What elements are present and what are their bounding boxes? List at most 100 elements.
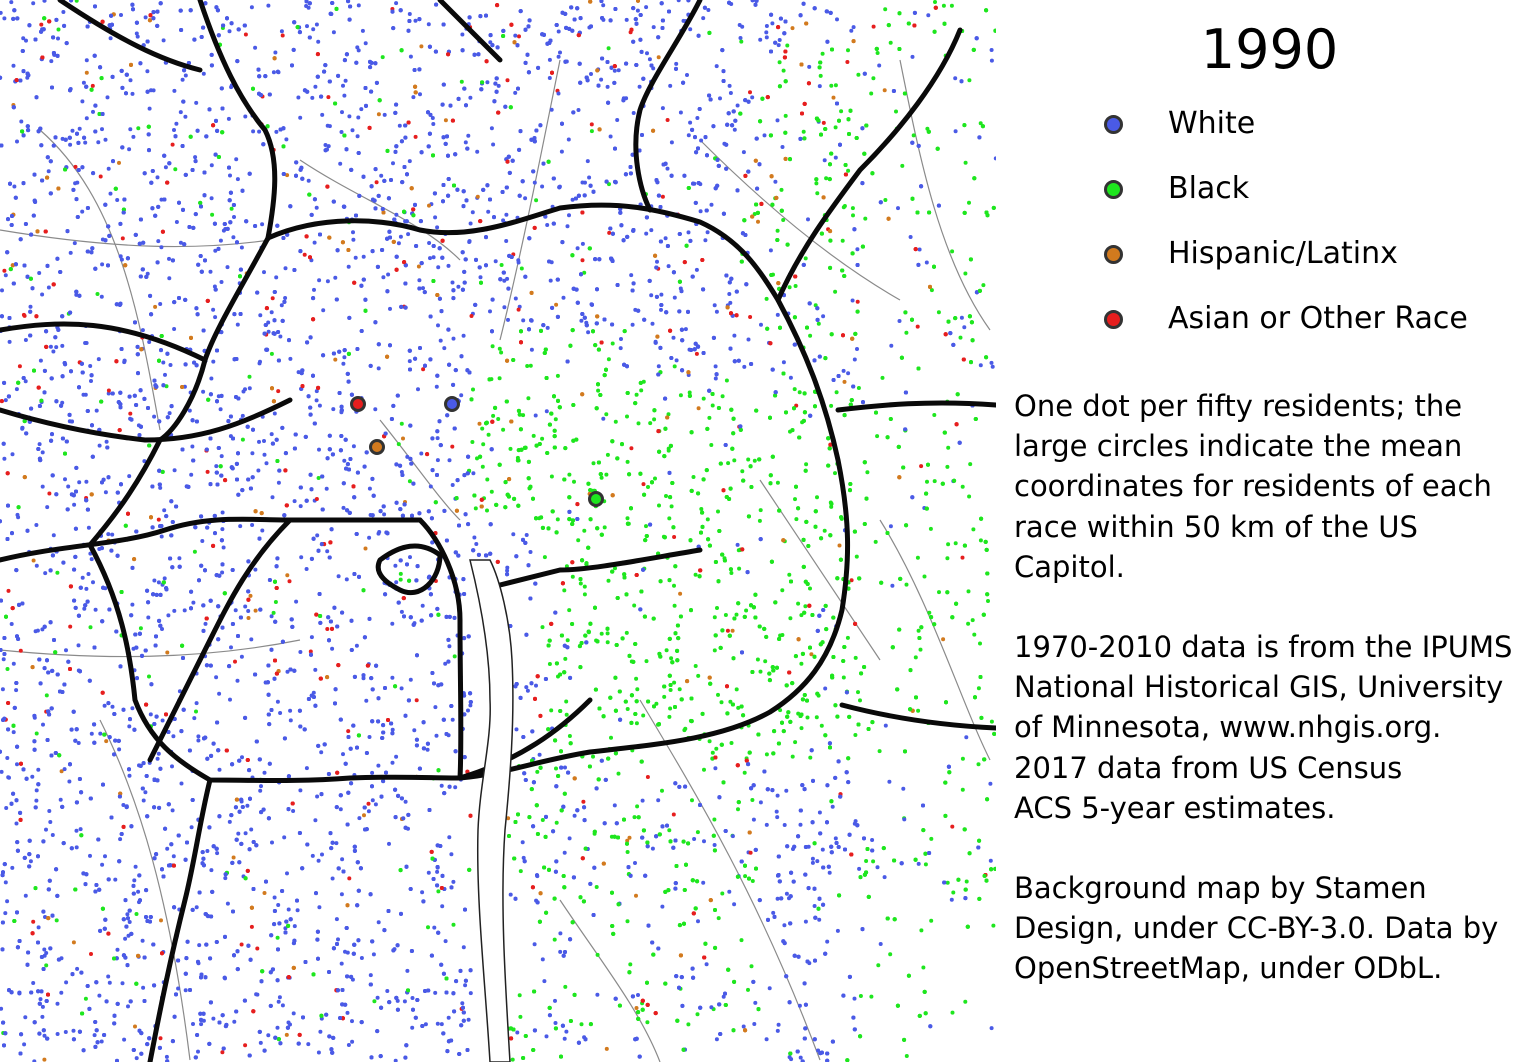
population-dot	[3, 880, 8, 885]
population-dot	[279, 29, 284, 34]
population-dot	[83, 392, 88, 397]
population-dot	[110, 532, 115, 537]
population-dot	[664, 648, 669, 653]
population-dot	[499, 350, 504, 355]
population-dot	[963, 160, 968, 165]
population-dot	[147, 106, 152, 111]
population-dot	[49, 59, 54, 64]
population-dot	[742, 770, 747, 775]
population-dot	[779, 187, 784, 192]
population-dot	[280, 33, 285, 38]
population-dot	[7, 775, 11, 780]
population-dot	[715, 606, 719, 610]
population-dot	[212, 284, 217, 289]
population-dot	[693, 664, 698, 668]
population-dot	[96, 140, 101, 145]
population-dot	[120, 236, 125, 241]
population-dot	[702, 767, 706, 772]
population-dot	[849, 578, 854, 583]
population-dot	[704, 962, 709, 967]
population-dot	[253, 45, 258, 50]
population-dot	[158, 1036, 163, 1041]
population-dot	[730, 628, 735, 633]
population-dot	[781, 68, 786, 73]
population-dot	[19, 119, 24, 124]
population-dot	[932, 413, 937, 417]
population-dot	[737, 566, 742, 571]
population-dot	[326, 95, 331, 100]
population-dot	[9, 0, 14, 5]
population-dot	[285, 669, 290, 674]
population-dot	[426, 870, 431, 875]
population-dot	[336, 937, 340, 942]
population-dot	[606, 578, 611, 583]
population-dot	[525, 688, 530, 693]
population-dot	[3, 398, 8, 403]
population-dot	[798, 1055, 803, 1060]
population-dot	[764, 752, 769, 757]
population-dot	[98, 174, 103, 179]
population-dot	[693, 572, 698, 577]
population-dot	[3, 911, 8, 916]
population-dot	[812, 904, 817, 908]
population-dot	[496, 83, 501, 88]
population-dot	[355, 45, 360, 50]
population-dot	[566, 137, 571, 142]
population-dot	[921, 965, 926, 970]
population-dot	[540, 957, 545, 962]
population-dot	[729, 741, 734, 745]
population-dot	[316, 858, 321, 863]
population-dot	[425, 747, 430, 752]
population-dot	[239, 654, 244, 659]
population-dot	[146, 615, 151, 620]
population-dot	[558, 931, 563, 936]
population-dot	[671, 335, 676, 340]
population-dot	[86, 525, 91, 530]
population-dot	[787, 572, 792, 577]
population-dot	[172, 608, 177, 613]
population-dot	[834, 390, 839, 395]
population-dot	[11, 730, 16, 735]
population-dot	[67, 779, 72, 784]
population-dot	[636, 993, 640, 997]
population-dot	[865, 470, 870, 475]
population-dot	[775, 312, 780, 317]
population-dot	[428, 484, 433, 489]
population-dot	[172, 468, 177, 473]
population-dot	[799, 613, 804, 618]
population-dot	[528, 363, 533, 368]
population-dot	[194, 701, 199, 706]
population-dot	[945, 556, 950, 561]
population-dot	[863, 216, 868, 221]
population-dot	[306, 5, 311, 10]
population-dot	[343, 949, 347, 954]
population-dot	[737, 23, 742, 27]
population-dot	[108, 191, 113, 196]
population-dot	[342, 355, 347, 360]
population-dot	[889, 343, 894, 348]
population-dot	[904, 1054, 909, 1058]
population-dot	[963, 999, 968, 1004]
population-dot	[382, 112, 387, 117]
population-dot	[410, 1025, 415, 1030]
population-dot	[471, 471, 476, 476]
population-dot	[63, 477, 67, 482]
population-dot	[270, 296, 275, 301]
population-dot	[38, 997, 43, 1002]
population-dot	[132, 878, 137, 883]
population-dot	[845, 60, 850, 64]
population-dot	[443, 661, 448, 666]
population-dot	[814, 715, 819, 720]
population-dot	[170, 764, 174, 769]
population-dot	[313, 667, 318, 672]
population-dot	[625, 919, 630, 924]
population-dot	[219, 454, 224, 459]
population-dot	[713, 376, 718, 381]
population-dot	[686, 133, 691, 138]
population-dot	[789, 1057, 794, 1062]
population-dot	[904, 582, 909, 587]
population-dot	[563, 984, 568, 989]
population-dot	[59, 769, 64, 774]
population-dot	[314, 497, 319, 501]
population-dot	[485, 80, 490, 85]
